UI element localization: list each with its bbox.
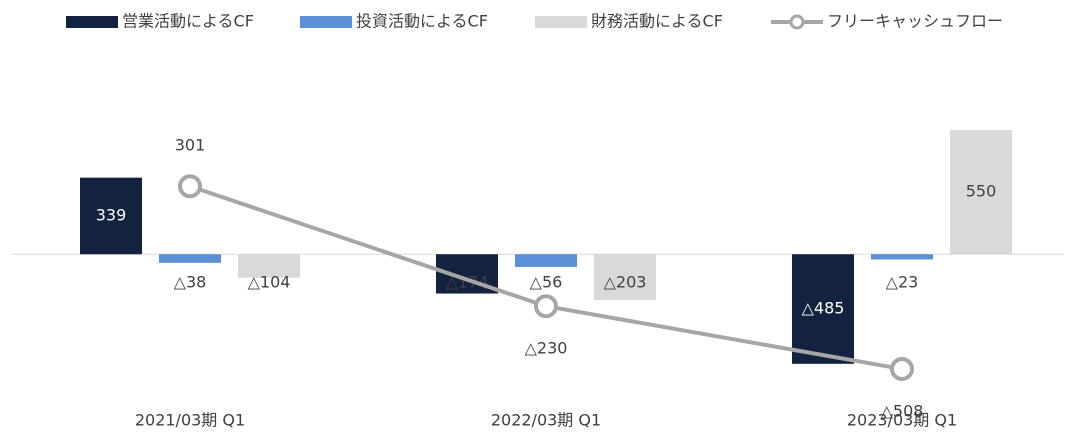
data-label: △203 bbox=[604, 273, 647, 292]
bar bbox=[238, 254, 300, 278]
x-tick-label: 2023/03期 Q1 bbox=[847, 411, 957, 430]
data-label: △485 bbox=[802, 299, 845, 318]
bar bbox=[515, 254, 577, 267]
legend-swatch bbox=[66, 16, 118, 28]
data-label: 301 bbox=[175, 136, 206, 155]
line-point bbox=[890, 357, 914, 381]
legend-label: 投資活動によるCF bbox=[356, 12, 488, 31]
data-label: △56 bbox=[530, 273, 563, 292]
legend-swatch bbox=[535, 16, 587, 28]
legend-label: フリーキャッシュフロー bbox=[827, 12, 1003, 31]
data-label: △23 bbox=[886, 273, 919, 292]
bar bbox=[80, 177, 142, 255]
x-tick-label: 2021/03期 Q1 bbox=[135, 411, 245, 430]
legend-label: 営業活動によるCF bbox=[122, 12, 254, 31]
legend-swatch bbox=[300, 16, 352, 28]
line-point bbox=[178, 174, 202, 199]
data-label: △230 bbox=[525, 339, 568, 358]
line-point bbox=[534, 294, 558, 319]
bar bbox=[159, 254, 221, 263]
legend-label: 財務活動によるCF bbox=[591, 12, 723, 31]
bar bbox=[950, 130, 1012, 255]
data-label: 550 bbox=[966, 182, 997, 201]
data-label: △104 bbox=[248, 273, 291, 292]
data-label: △38 bbox=[174, 273, 207, 292]
bar bbox=[792, 254, 854, 364]
bar bbox=[871, 254, 933, 260]
data-label: △508 bbox=[881, 402, 924, 421]
legend-marker bbox=[789, 14, 805, 30]
data-label: 339 bbox=[96, 205, 127, 224]
x-tick-label: 2022/03期 Q1 bbox=[491, 411, 601, 430]
bar bbox=[594, 254, 656, 301]
